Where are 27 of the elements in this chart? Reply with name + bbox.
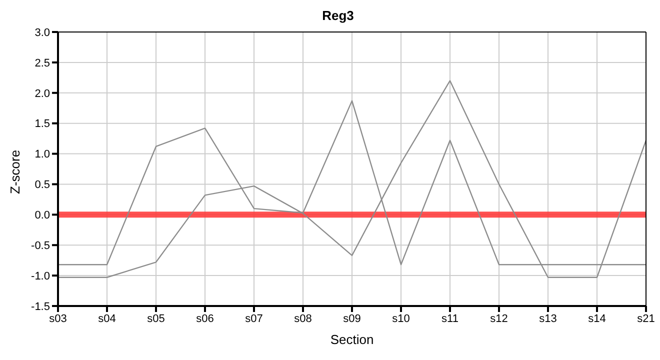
y-tick-label: 1.0 xyxy=(34,148,50,161)
x-tick-label: s06 xyxy=(196,312,214,325)
x-tick-label: s04 xyxy=(98,312,116,325)
x-tick-label: s09 xyxy=(343,312,361,325)
x-tick-label: s05 xyxy=(147,312,165,325)
y-tick-label: 3.0 xyxy=(34,26,50,39)
x-tick-label: s11 xyxy=(442,312,458,325)
y-tick-label: 1.5 xyxy=(34,118,50,130)
x-tick-label: s14 xyxy=(588,312,606,325)
x-tick-label: s07 xyxy=(245,312,263,325)
y-tick-label: 2.5 xyxy=(34,57,50,70)
x-tick-label: s10 xyxy=(392,312,410,325)
x-tick-label: s08 xyxy=(294,312,312,325)
y-axis-title: Z-score xyxy=(8,150,23,194)
x-tick-label: s21 xyxy=(637,312,655,325)
x-axis-title: Section xyxy=(330,332,374,347)
chart-title: Reg3 xyxy=(321,8,355,25)
line-series xyxy=(57,80,647,278)
y-tick-label: 0.0 xyxy=(34,210,50,222)
y-tick-label: 2.0 xyxy=(34,88,50,100)
x-tick-label: s12 xyxy=(490,312,508,325)
y-tick-label: 0.5 xyxy=(34,179,50,192)
x-tick-label: s13 xyxy=(539,312,557,325)
y-tick-label: -1.5 xyxy=(31,300,50,313)
x-tick-label: s03 xyxy=(49,312,67,325)
y-tick-label: -0.5 xyxy=(31,240,50,252)
y-tick-label: -1.0 xyxy=(31,270,50,282)
